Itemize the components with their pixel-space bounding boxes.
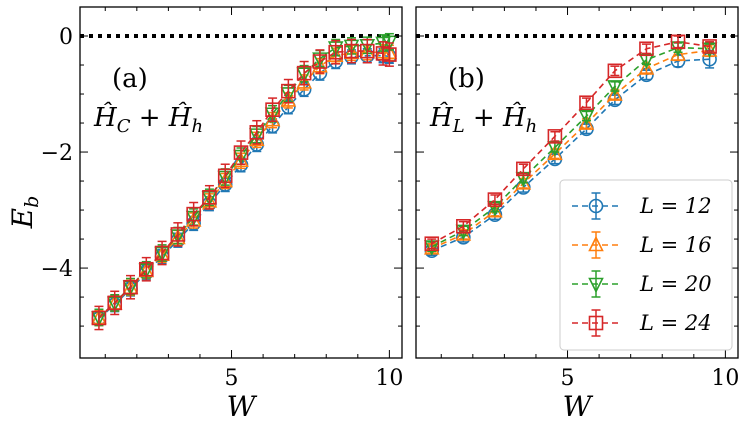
panel-a-l-24-point bbox=[170, 227, 186, 242]
panel-a-l-24-point bbox=[186, 206, 201, 222]
panel-a-label: (a) bbox=[112, 64, 148, 94]
panel-b-legend-box bbox=[559, 179, 733, 351]
panel-b-legend-l-12-text: L = 12 bbox=[639, 194, 712, 218]
panel-b-x-tick-label: 10 bbox=[711, 366, 739, 391]
panel-a-l-24-point bbox=[281, 83, 296, 99]
panel-b-legend-l-20-marker bbox=[588, 277, 604, 294]
panel-b-legend: L = 12 L = 16 L = 20 L = 24 bbox=[559, 179, 733, 351]
panel-b-x-tick-label: 5 bbox=[561, 366, 575, 391]
panel-a-l-24-point bbox=[359, 43, 375, 59]
panel-a-x-tick-label: 5 bbox=[225, 366, 239, 391]
panel-b-l-24-point bbox=[547, 129, 563, 144]
panel-b-l-16-point bbox=[578, 114, 595, 130]
panel-a-l-24-point bbox=[344, 43, 359, 59]
panel-b-l-24-point bbox=[579, 95, 594, 111]
panel-b-l-24-point bbox=[516, 161, 531, 177]
panel-a-l-16-point bbox=[280, 91, 297, 107]
panel-b-hamiltonian-label: ĤL + Ĥh bbox=[429, 101, 537, 137]
panel-b-l-20-point bbox=[607, 80, 623, 96]
panel-a-l-24-point bbox=[233, 145, 249, 160]
panel-b-legend-l-16-text: L = 16 bbox=[639, 233, 712, 257]
panel-b-legend-l-12-marker bbox=[588, 198, 604, 214]
panel-a-l-24-point bbox=[382, 47, 397, 62]
panel-a-x-tick-label: 10 bbox=[375, 366, 403, 391]
panel-a-l-24-point bbox=[265, 102, 280, 117]
panel-b-l-24-point bbox=[702, 39, 717, 54]
panel-b-l-20-point bbox=[638, 53, 655, 70]
panel-a-l-24-point bbox=[202, 189, 217, 205]
panel-b-legend-l-16-marker bbox=[588, 235, 604, 252]
panel-b-l-12-line bbox=[431, 58, 710, 252]
panel-a-l-24-point bbox=[312, 54, 328, 69]
panel-b-l-20-point bbox=[578, 109, 595, 126]
panel-a-x-axis-title: W bbox=[227, 390, 258, 423]
panel-b-x-axis-title: W bbox=[563, 390, 594, 423]
panel-b-l-24-series bbox=[424, 34, 717, 252]
panel-b-l-24-point bbox=[487, 192, 503, 207]
panel-b-l-20-point bbox=[547, 141, 563, 157]
panel-b-axes-frame bbox=[415, 6, 739, 359]
panel-b-l-16-point bbox=[607, 85, 623, 101]
panel-a-l-24-point bbox=[154, 245, 170, 261]
panel-a-l-24-point bbox=[217, 168, 233, 184]
panel-a-l-24-series bbox=[91, 38, 397, 331]
y-axis-title: Eb bbox=[6, 196, 43, 230]
panel-a-l-24-point bbox=[296, 65, 312, 81]
panel-a-l-24-line bbox=[98, 50, 390, 319]
panel-b-l-20-line bbox=[431, 46, 710, 248]
panel-a-y-tick-label: −2 bbox=[41, 141, 73, 166]
panel-b-label: (b) bbox=[448, 64, 485, 94]
panel-a-l-24-point bbox=[328, 44, 344, 60]
panel-b-l-16-point bbox=[670, 45, 686, 61]
panel-b-legend-l-24-marker bbox=[588, 315, 604, 331]
panel-b-l-16-line bbox=[431, 49, 710, 250]
panel-b-l-24-point bbox=[424, 236, 440, 252]
panel-b-legend-l-20-text: L = 20 bbox=[639, 272, 712, 296]
panel-a-l-24-point bbox=[91, 310, 107, 326]
panel-a: 5 10 0 −2 −4 W (a) ĤC + Ĥh bbox=[41, 6, 403, 423]
panel-b-l-16-point bbox=[638, 59, 655, 75]
panel-a-l-24-point bbox=[138, 261, 154, 277]
panel-a-l-24-point bbox=[123, 279, 138, 295]
panel-a-hamiltonian-label: ĤC + Ĥh bbox=[93, 101, 203, 137]
panel-b: 5 10 W (b) ĤL + Ĥh L = 12 L = 16 L = 20 L = 24 bbox=[415, 6, 739, 423]
panel-b-l-24-point bbox=[456, 219, 471, 234]
panel-a-y-tick-label: −4 bbox=[41, 257, 73, 282]
panel-b-l-24-point bbox=[639, 41, 654, 57]
panel-a-axes-frame bbox=[79, 6, 403, 359]
panel-b-l-24-point bbox=[670, 34, 686, 50]
panel-b-legend-l-24-text: L = 24 bbox=[639, 311, 712, 335]
panel-b-l-24-point bbox=[607, 63, 623, 79]
panel-a-y-tick-label: 0 bbox=[59, 25, 73, 50]
panel-a-l-24-point bbox=[107, 295, 123, 311]
panel-a-l-24-point bbox=[249, 125, 265, 140]
